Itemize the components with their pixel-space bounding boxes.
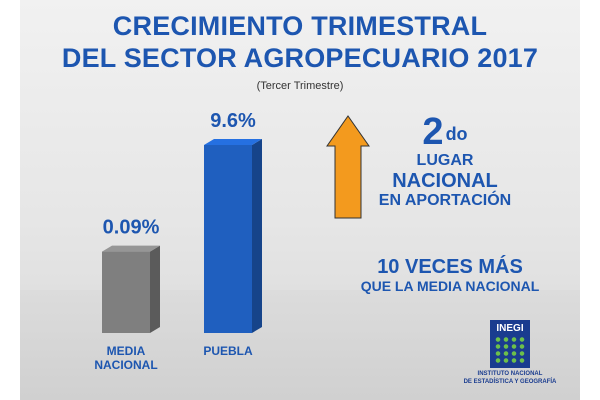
inegi-logo-mark: INEGI <box>490 320 530 368</box>
bar-top-1 <box>204 139 262 145</box>
up-arrow-icon <box>326 115 370 219</box>
bar-front-1 <box>204 145 252 333</box>
rank-annotation: 2 do LUGAR NACIONAL EN APORTACIÓN <box>365 112 525 210</box>
bar-side-1 <box>252 139 262 333</box>
inegi-logo-word: INEGI <box>496 323 524 334</box>
rank-line-1: LUGAR <box>416 152 474 169</box>
inegi-logo: INEGI INSTITUTO NACIONAL DE ESTADÍSTICA … <box>450 320 570 386</box>
bar-top-0 <box>102 245 160 252</box>
rank-line-2: NACIONAL <box>392 170 498 192</box>
category-label-0-1: NACIONAL <box>94 358 157 372</box>
inegi-logo-text: INSTITUTO NACIONAL DE ESTADÍSTICA Y GEOG… <box>450 370 570 386</box>
inegi-logo-line-1: INSTITUTO NACIONAL <box>477 371 543 377</box>
data-label-1: 9.6% <box>210 110 256 132</box>
inegi-logo-line-2: DE ESTADÍSTICA Y GEOGRAFÍA <box>463 379 557 385</box>
inegi-logo-dots <box>494 336 526 364</box>
rank-suffix: do <box>445 124 468 144</box>
chart-title-line-1: CRECIMIENTO TRIMESTRAL <box>112 11 488 41</box>
category-label-1-0: PUEBLA <box>203 344 253 358</box>
rank-number: 2 <box>422 111 444 153</box>
category-label-0-0: MEDIA <box>107 344 146 358</box>
times-line-2: QUE LA MEDIA NACIONAL <box>360 278 540 294</box>
times-annotation: 10 VECES MÁS QUE LA MEDIA NACIONAL <box>335 256 565 294</box>
infographic-card: CRECIMIENTO TRIMESTRAL DEL SECTOR AGROPE… <box>20 0 580 400</box>
data-label-0: 0.09% <box>103 217 160 239</box>
bar-front-0 <box>102 251 150 333</box>
chart-subtitle: (Tercer Trimestre) <box>256 80 344 92</box>
bar-side-0 <box>150 245 160 333</box>
times-line-1: 10 VECES MÁS <box>377 256 523 278</box>
rank-line-3: EN APORTACIÓN <box>378 192 512 209</box>
chart-title-line-2: DEL SECTOR AGROPECUARIO 2017 <box>61 43 539 73</box>
